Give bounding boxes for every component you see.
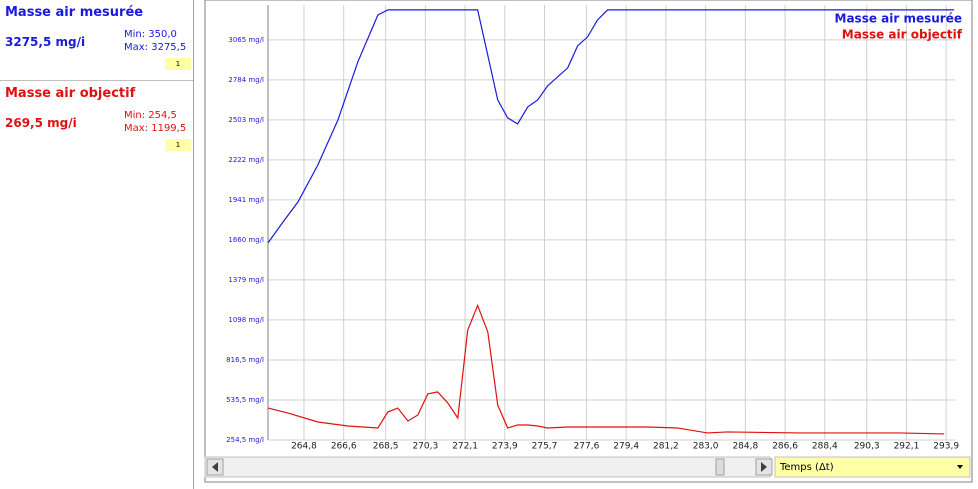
panel-min: Min: 254,5: [124, 110, 177, 121]
panel-badge: 1: [165, 58, 191, 70]
y-tick-label: 1941 mg/l: [228, 196, 264, 204]
legend-entry: Masse air mesurée: [835, 12, 962, 26]
x-tick-label: 277,6: [574, 442, 600, 452]
dropdown-arrow: [957, 465, 963, 469]
x-tick-label: 284,8: [732, 442, 758, 452]
panel-value: 3275,5 mg/i: [5, 35, 86, 49]
x-tick-label: 268,5: [373, 442, 399, 452]
x-tick-label: 290,3: [854, 442, 880, 452]
y-tick-label: 1379 mg/l: [228, 276, 264, 284]
x-tick-label: 288,4: [812, 442, 838, 452]
panel-max: Max: 1199,5: [124, 123, 187, 134]
y-tick-label: 2503 mg/l: [228, 116, 264, 124]
y-tick-label: 535,5 mg/l: [226, 396, 264, 404]
panel-title: Masse air mesurée: [5, 5, 144, 20]
panel-title: Masse air objectif: [5, 86, 136, 101]
x-tick-label: 272,1: [452, 442, 478, 452]
panel-min: Min: 350,0: [124, 29, 177, 40]
panel-badge: 1: [165, 139, 191, 151]
x-tick-label: 283,0: [693, 442, 719, 452]
x-tick-label: 266,6: [331, 442, 357, 452]
x-tick-label: 264,8: [291, 442, 317, 452]
arrow-icon: [761, 462, 767, 472]
divider: [0, 80, 193, 81]
y-tick-label: 816,5 mg/l: [226, 356, 264, 364]
scrollbar[interactable]: [204, 456, 771, 478]
scroll-thumb[interactable]: [715, 458, 725, 476]
y-tick-label: 1660 mg/l: [228, 236, 264, 244]
x-tick-label: 275,7: [532, 442, 558, 452]
chart-frame: [204, 0, 973, 483]
divider: [193, 0, 194, 489]
arrow-icon: [212, 462, 218, 472]
y-tick-label: 2222 mg/l: [228, 156, 264, 164]
x-tick-label: 292,1: [894, 442, 920, 452]
x-tick-label: 293,9: [933, 442, 959, 452]
x-tick-label: 270,3: [412, 442, 438, 452]
line-series: [267, 303, 945, 435]
legend-entry: Masse air objectif: [842, 28, 963, 42]
panel-value: 269,5 mg/i: [5, 116, 77, 130]
y-tick-label: 1098 mg/l: [228, 316, 264, 324]
y-tick-label: 3065 mg/l: [228, 36, 264, 44]
x-axis-dropdown[interactable]: [774, 456, 971, 478]
y-tick-label: 254,5 mg/l: [226, 436, 264, 444]
x-tick-label: 279,4: [613, 442, 639, 452]
line-series: [267, 9, 955, 244]
y-tick-label: 2784 mg/l: [228, 76, 264, 84]
x-tick-label: 273,9: [492, 442, 518, 452]
x-tick-label: 286,6: [772, 442, 798, 452]
dropdown-label: Temps (Δt): [779, 462, 834, 473]
x-tick-label: 281,2: [653, 442, 679, 452]
panel-max: Max: 3275,5: [124, 42, 187, 53]
